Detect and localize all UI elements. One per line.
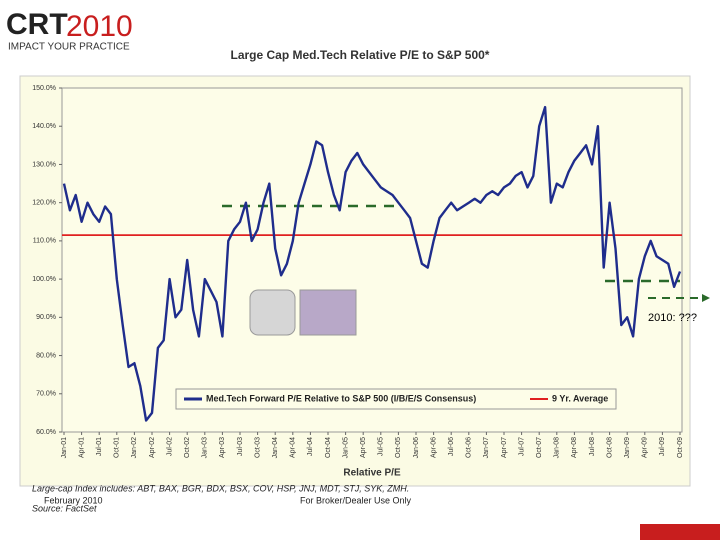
- x-tick-label: Jul-08: [589, 437, 596, 456]
- x-tick-label: Oct-01: [114, 437, 121, 458]
- x-tick-label: Apr-03: [219, 437, 226, 458]
- x-tick-label: Jul-09: [659, 437, 666, 456]
- device-image: [249, 289, 296, 336]
- x-tick-label: Jan-03: [202, 437, 209, 459]
- x-tick-label: Oct-04: [325, 437, 332, 458]
- legend-box: [175, 388, 617, 410]
- x-tick-label: Oct-06: [466, 437, 473, 458]
- x-tick-label: Oct-02: [184, 437, 191, 458]
- x-tick-label: Apr-02: [149, 437, 156, 458]
- x-tick-label: Jan-07: [483, 437, 490, 459]
- x-tick-label: Jul-03: [237, 437, 244, 456]
- annotation-text: 2010: ???: [648, 312, 697, 324]
- y-tick-label: 110.0%: [33, 238, 56, 245]
- x-tick-label: Oct-05: [395, 437, 402, 458]
- x-tick-label: Apr-01: [78, 437, 85, 458]
- y-tick-label: 90.0%: [36, 314, 56, 321]
- legend-label: Med.Tech Forward P/E Relative to S&P 500…: [206, 393, 476, 403]
- device-image: [299, 289, 357, 336]
- x-tick-label: Jan-08: [554, 437, 561, 459]
- x-tick-label: Apr-08: [571, 437, 578, 458]
- x-tick-label: Jan-06: [413, 437, 420, 459]
- y-tick-label: 120.0%: [32, 200, 56, 207]
- y-tick-label: 80.0%: [36, 352, 56, 359]
- x-tick-label: Apr-07: [501, 437, 508, 458]
- plot-area: [61, 87, 683, 433]
- x-tick-label: Jul-04: [307, 437, 314, 456]
- logo-tagline: IMPACT YOUR PRACTICE: [8, 42, 130, 53]
- x-tick-label: Jul-02: [166, 437, 173, 456]
- x-axis-title: Relative P/E: [343, 468, 401, 479]
- x-tick-label: Oct-09: [677, 437, 684, 458]
- arrow-head: [702, 294, 710, 302]
- x-tick-label: Oct-03: [254, 437, 261, 458]
- x-tick-label: Jul-05: [378, 437, 385, 456]
- footer-source: Source: FactSet: [32, 503, 97, 513]
- y-tick-label: 60.0%: [36, 429, 56, 436]
- x-tick-label: Apr-05: [360, 437, 367, 458]
- footer-bar: [640, 524, 720, 540]
- y-tick-label: 70.0%: [36, 391, 56, 398]
- x-tick-label: Jan-02: [131, 437, 138, 459]
- x-tick-label: Jan-04: [272, 437, 279, 459]
- x-tick-label: Jul-06: [448, 437, 455, 456]
- x-tick-label: Oct-07: [536, 437, 543, 458]
- x-tick-label: Apr-06: [430, 437, 437, 458]
- x-tick-label: Apr-09: [642, 437, 649, 458]
- logo-year: 2010: [66, 10, 133, 43]
- footer-disclaimer: For Broker/Dealer Use Only: [300, 495, 412, 505]
- x-tick-label: Jan-09: [624, 437, 631, 459]
- chart-title: Large Cap Med.Tech Relative P/E to S&P 5…: [231, 48, 490, 62]
- x-tick-label: Jul-07: [518, 437, 525, 456]
- logo-text: CRT: [6, 8, 68, 41]
- x-tick-label: Jan-01: [61, 437, 68, 459]
- x-tick-label: Oct-08: [606, 437, 613, 458]
- y-tick-label: 100.0%: [32, 276, 56, 283]
- footer-date: February 2010: [44, 495, 103, 505]
- y-tick-label: 130.0%: [32, 161, 56, 168]
- y-tick-label: 140.0%: [32, 123, 56, 130]
- y-tick-label: 150.0%: [32, 85, 56, 92]
- data-line: [62, 105, 682, 422]
- legend-label: 9 Yr. Average: [552, 393, 608, 403]
- x-tick-label: Jan-05: [342, 437, 349, 459]
- x-tick-label: Apr-04: [290, 437, 297, 458]
- x-tick-label: Jul-01: [96, 437, 103, 456]
- footer-note: Large-cap Index includes: ABT, BAX, BGR,…: [32, 483, 409, 493]
